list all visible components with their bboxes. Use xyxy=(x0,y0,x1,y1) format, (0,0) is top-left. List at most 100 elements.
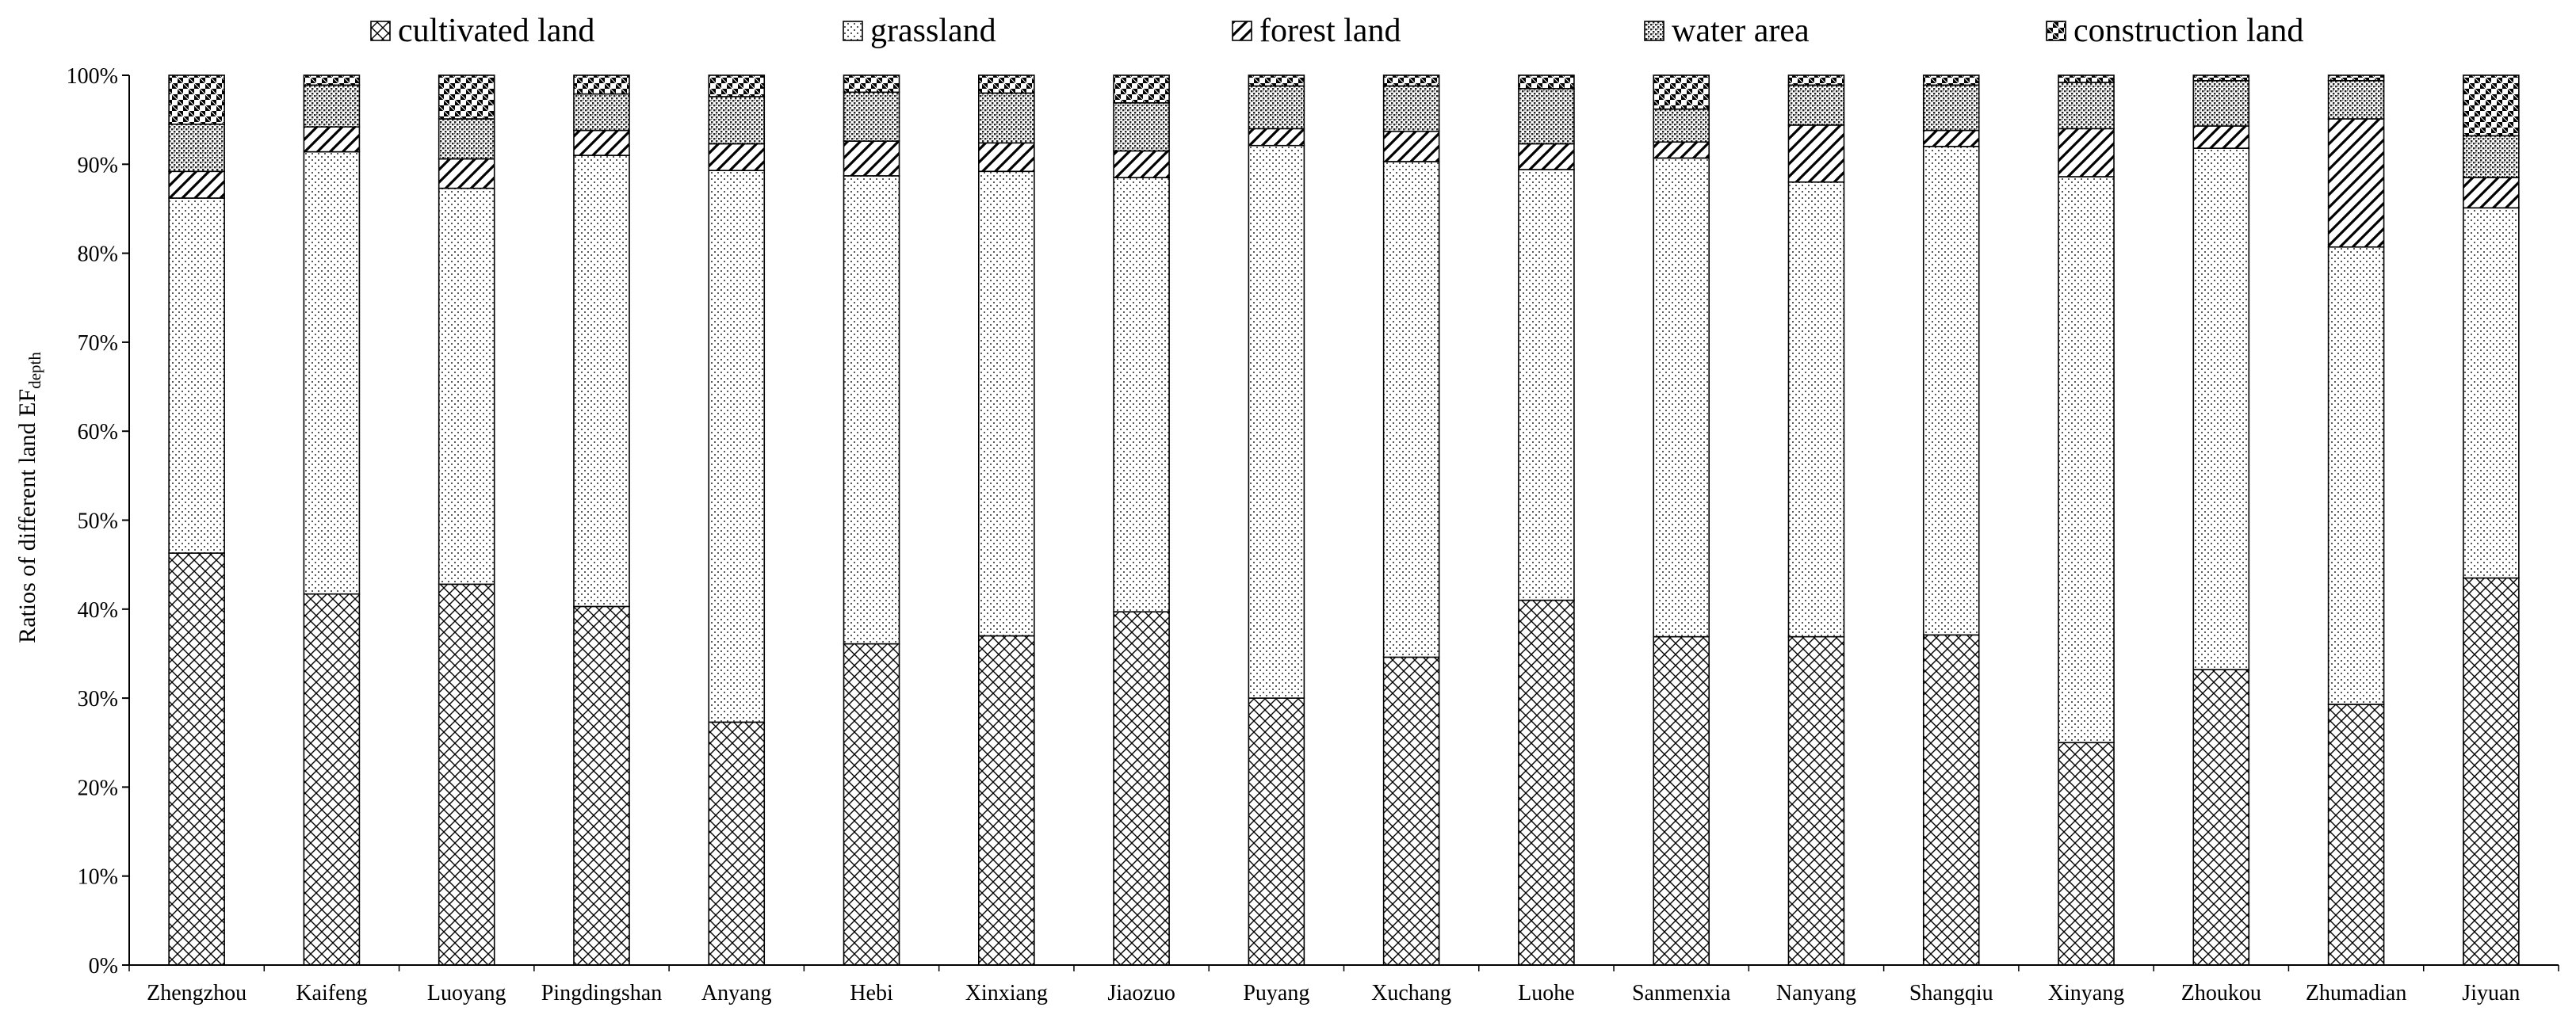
bar-stack xyxy=(303,74,361,966)
bar-stack xyxy=(1248,74,1305,966)
bar-segment xyxy=(1382,85,1440,132)
bar-segment xyxy=(1113,74,1170,104)
bar-segment xyxy=(168,552,225,966)
x-tick-label: Pingdingshan xyxy=(541,981,662,1005)
bar-segment xyxy=(708,96,766,145)
bar-stack xyxy=(573,74,630,966)
bar-segment xyxy=(2058,742,2115,966)
x-tick-label: Nanyang xyxy=(1776,981,1856,1005)
bar-segment xyxy=(573,155,630,608)
legend-swatch xyxy=(1232,21,1252,41)
y-tick-label: 10% xyxy=(78,865,118,890)
legend-label: cultivated land xyxy=(398,13,594,49)
x-tick-label: Kaifeng xyxy=(296,981,367,1005)
bar-segment xyxy=(2058,128,2115,177)
y-tick-label: 20% xyxy=(78,776,118,800)
bar-segment xyxy=(1248,128,1305,147)
bar-segment xyxy=(843,74,900,93)
bar-segment xyxy=(2192,125,2250,149)
bar-segment xyxy=(1518,169,1575,601)
bar-segment xyxy=(1653,157,1710,638)
bar-segment xyxy=(708,170,766,723)
bar-segment xyxy=(843,175,900,645)
y-tick-label: 40% xyxy=(78,598,118,623)
bar-segment xyxy=(168,170,225,199)
bar-segment xyxy=(1922,146,1980,636)
y-tick-label: 0% xyxy=(89,954,118,979)
bar-segment xyxy=(2058,176,2115,744)
bar-stack xyxy=(1922,74,1980,966)
bar-stack xyxy=(978,74,1035,966)
bar-stack xyxy=(2058,74,2115,966)
bar-segment xyxy=(1248,74,1305,87)
bar-segment xyxy=(1653,74,1710,110)
bar-segment xyxy=(2463,577,2520,966)
bar-segment xyxy=(978,74,1035,94)
bar-segment xyxy=(2463,177,2520,209)
bar-segment xyxy=(1922,84,1980,132)
legend-item: forest land xyxy=(1232,13,1401,49)
legend-item: grassland xyxy=(843,13,996,49)
bars xyxy=(168,74,2520,966)
bar-segment xyxy=(1248,697,1305,966)
legend-label: grassland xyxy=(870,13,996,49)
x-tick-label: Shangqiu xyxy=(1909,981,1993,1005)
bar-segment xyxy=(573,74,630,95)
bar-segment xyxy=(2327,246,2385,705)
bar-segment xyxy=(1518,74,1575,90)
bar-segment xyxy=(1922,129,1980,147)
y-tick-label: 70% xyxy=(78,331,118,356)
bar-segment xyxy=(1787,74,1845,86)
legend-swatch xyxy=(1644,21,1664,41)
bar-segment xyxy=(573,129,630,156)
y-tick-label: 50% xyxy=(78,509,118,534)
bar-segment xyxy=(843,140,900,177)
y-axis-label: Ratios of different land EFdepth xyxy=(14,352,44,643)
y-axis-label-main: Ratios of different land EF xyxy=(14,389,40,643)
bar-segment xyxy=(843,91,900,142)
bar-segment xyxy=(978,92,1035,144)
legend-label: water area xyxy=(1672,13,1810,49)
legend-swatch xyxy=(2046,21,2066,41)
bar-segment xyxy=(2192,669,2250,966)
x-tick-label: Puyang xyxy=(1243,981,1309,1005)
x-tick-label: Sanmenxia xyxy=(1632,981,1731,1005)
x-tick-label: Luoyang xyxy=(427,981,506,1005)
bar-segment xyxy=(2463,74,2520,137)
legend-item: construction land xyxy=(2046,13,2303,49)
bar-stack xyxy=(1382,74,1440,966)
bar-segment xyxy=(438,118,495,160)
bar-stack xyxy=(2327,74,2385,966)
bar-stack xyxy=(168,74,225,966)
bar-segment xyxy=(1113,177,1170,612)
bar-segment xyxy=(2192,79,2250,127)
bar-segment xyxy=(2058,74,2115,83)
bar-stack xyxy=(2463,74,2520,966)
x-axis: Zhengzhou Kaifeng Luoyang Pingdingshan Anyan… xyxy=(128,964,2559,1005)
bar-stack xyxy=(1518,74,1575,966)
bar-segment xyxy=(2327,704,2385,966)
bar-segment xyxy=(438,583,495,966)
bar-stack xyxy=(2192,74,2250,966)
bar-segment xyxy=(1787,84,1845,126)
x-tick-label: Zhengzhou xyxy=(147,981,247,1005)
x-tick-label: Anyang xyxy=(701,981,772,1005)
bar-segment xyxy=(1922,634,1980,966)
y-tick-label: 30% xyxy=(78,687,118,712)
bar-segment xyxy=(708,143,766,171)
bar-segment xyxy=(438,187,495,586)
x-tick-label: Zhumadian xyxy=(2306,981,2407,1005)
legend-swatch xyxy=(370,21,391,41)
bar-stack xyxy=(843,74,900,966)
bar-segment xyxy=(1518,599,1575,966)
bar-segment xyxy=(978,170,1035,637)
bar-stack xyxy=(1653,74,1710,966)
bar-segment xyxy=(2327,74,2385,82)
y-axis-label-subscript: depth xyxy=(25,352,44,389)
bar-segment xyxy=(978,142,1035,173)
y-tick-label: 80% xyxy=(78,242,118,267)
bar-segment xyxy=(1787,124,1845,183)
bar-segment xyxy=(573,605,630,966)
